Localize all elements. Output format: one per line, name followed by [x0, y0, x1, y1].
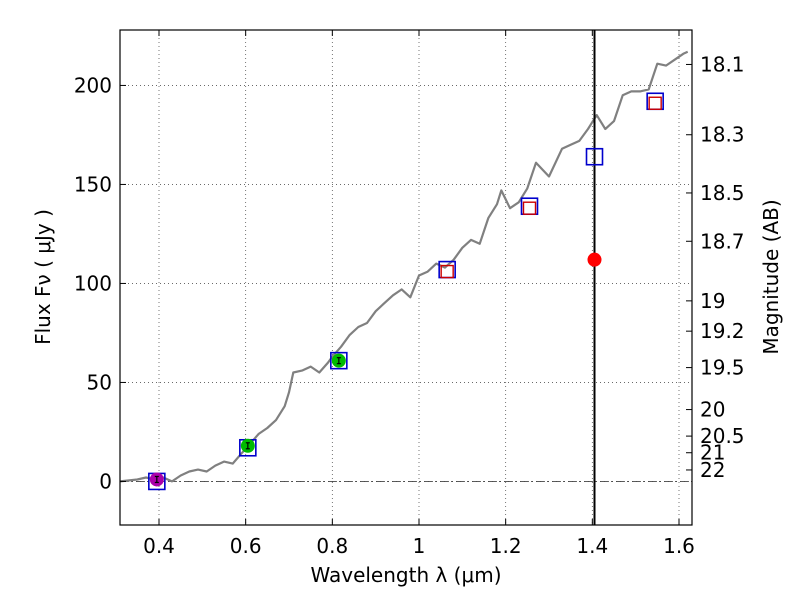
x-tick-label: 0.8	[316, 534, 348, 558]
x-tick-label: 1.6	[663, 534, 695, 558]
x-tick-label: 0.6	[230, 534, 262, 558]
markers-group	[148, 92, 664, 491]
magnitude-tick-label: 20.5	[700, 424, 745, 448]
x-tick-label: 1	[413, 534, 426, 558]
y-tick-label: 150	[74, 172, 112, 196]
y-tick-label: 50	[87, 370, 112, 394]
magnitude-tick-label: 22	[700, 458, 725, 482]
x-tick-label: 0.4	[143, 534, 175, 558]
y-tick-label: 200	[74, 73, 112, 97]
observed-square-marker	[648, 96, 662, 110]
magnitude-tick-label: 18.3	[700, 123, 745, 147]
x-axis-label: Wavelength λ (μm)	[310, 563, 501, 587]
magnitude-tick-label: 20	[700, 398, 725, 422]
magnitude-tick-label: 18.1	[700, 52, 745, 76]
model-square-marker	[585, 147, 604, 166]
spectrum-line	[119, 50, 689, 483]
grid-lines	[120, 30, 692, 525]
magnitude-tick-label: 19	[700, 289, 725, 313]
spectrum-group	[119, 50, 689, 483]
model-square-marker	[330, 351, 348, 370]
plot-frame	[119, 29, 693, 526]
magnitude-tick-label: 18.5	[700, 181, 745, 205]
magnitude-tick-label: 19.5	[700, 356, 745, 380]
observed-point-marker	[587, 252, 602, 267]
x-axis-ticks: 0.4 0.6 0.8 1 1.2 1.4 1.6	[143, 30, 695, 558]
y-tick-label: 100	[74, 271, 112, 295]
observed-square-marker	[522, 201, 537, 215]
magnitude-tick-label: 18.7	[700, 229, 745, 253]
magnitude-tick-label: 21	[700, 441, 725, 465]
y-axis-ticks: 0 50 100 150 200	[74, 73, 126, 493]
magnitude-axis-label: Magnitude (AB)	[759, 199, 783, 354]
observed-square-marker	[440, 264, 454, 279]
y-tick-label: 0	[99, 469, 112, 493]
x-tick-label: 1.4	[576, 534, 608, 558]
y-axis-label: Flux Fν ( μJy )	[31, 209, 55, 345]
magnitude-tick-label: 19.2	[700, 319, 745, 343]
x-tick-label: 1.2	[490, 534, 522, 558]
